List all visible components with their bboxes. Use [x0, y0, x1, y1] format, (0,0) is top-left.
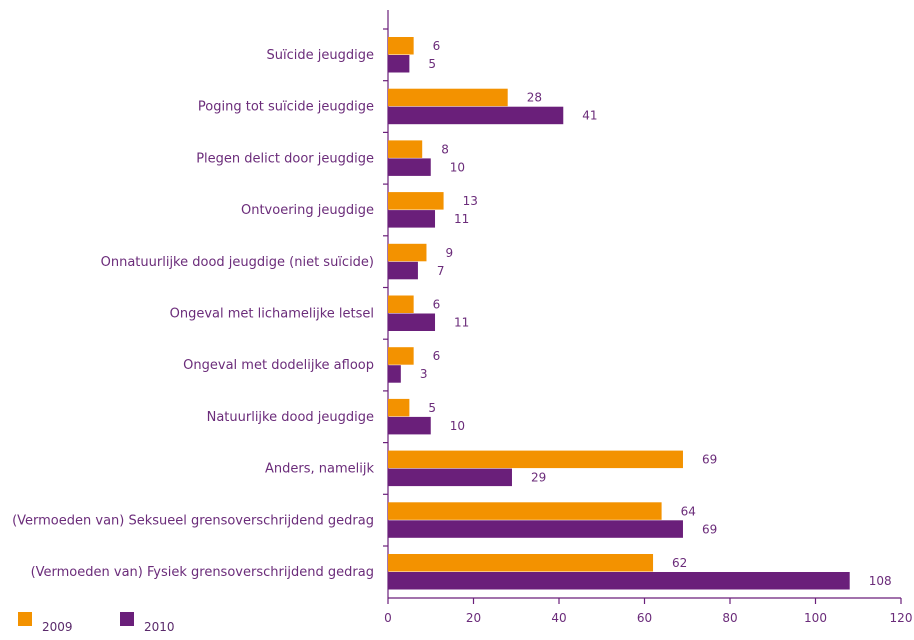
- bar-2009-9: [388, 502, 662, 520]
- value-label-2009-7: 5: [428, 401, 436, 415]
- category-label-2: Plegen delict door jeugdige: [196, 151, 374, 166]
- category-label-7: Natuurlijke dood jeugdige: [207, 410, 374, 425]
- bar-2009-10: [388, 554, 654, 572]
- bar-2010-2: [388, 158, 431, 176]
- x-tick-label-1: 20: [466, 611, 481, 625]
- value-label-2010-9: 69: [702, 522, 717, 536]
- x-tick-label-4: 80: [722, 611, 737, 625]
- bar-2009-3: [388, 192, 444, 210]
- value-label-2010-1: 41: [582, 109, 597, 123]
- value-label-2009-6: 6: [433, 349, 441, 363]
- category-label-1: Poging tot suïcide jeugdige: [198, 100, 374, 115]
- value-label-2009-5: 6: [433, 298, 441, 312]
- x-tick-label-6: 120: [890, 611, 913, 625]
- bar-2010-5: [388, 313, 436, 331]
- value-label-2010-7: 10: [450, 419, 465, 433]
- bar-2010-4: [388, 261, 418, 280]
- legend-swatch-2010: [120, 612, 134, 626]
- bar-2009-2: [388, 140, 423, 158]
- category-label-4: Onnatuurlijke dood jeugdige (niet suïcid…: [101, 255, 374, 270]
- x-tick-label-2: 40: [551, 611, 566, 625]
- value-label-2009-2: 8: [441, 142, 449, 156]
- value-label-2009-8: 69: [702, 453, 717, 467]
- bar-2010-9: [388, 520, 683, 538]
- value-label-2010-4: 7: [437, 264, 445, 278]
- category-label-10: (Vermoeden van) Fysiek grensoverschrijde…: [31, 565, 374, 580]
- category-label-9: (Vermoeden van) Seksueel grensoverschrij…: [12, 513, 374, 528]
- value-label-2009-9: 64: [681, 504, 696, 518]
- bar-2010-6: [388, 365, 401, 383]
- bar-2009-8: [388, 450, 683, 469]
- legend-label-2009: 2009: [42, 620, 73, 634]
- bar-2010-1: [388, 106, 564, 125]
- x-tick-label-3: 60: [637, 611, 652, 625]
- category-label-5: Ongeval met lichamelijke letsel: [170, 307, 374, 322]
- legend-label-2010: 2010: [144, 620, 175, 634]
- value-label-2009-3: 13: [463, 194, 478, 208]
- bar-2010-3: [388, 210, 436, 228]
- x-tick-label-0: 0: [384, 611, 392, 625]
- value-label-2010-3: 11: [454, 212, 469, 226]
- value-label-2010-10: 108: [869, 574, 892, 588]
- category-label-8: Anders, namelijk: [265, 462, 374, 477]
- category-label-3: Ontvoering jeugdige: [241, 203, 374, 218]
- value-label-2010-6: 3: [420, 367, 428, 381]
- bar-2009-4: [388, 243, 427, 262]
- value-label-2009-10: 62: [672, 556, 687, 570]
- value-label-2010-5: 11: [454, 316, 469, 330]
- category-label-6: Ongeval met dodelijke afloop: [183, 358, 374, 373]
- bar-2009-0: [388, 37, 414, 55]
- x-tick-label-5: 100: [804, 611, 827, 625]
- bar-2010-10: [388, 572, 850, 590]
- value-label-2010-0: 5: [428, 57, 436, 71]
- bar-2009-1: [388, 88, 508, 107]
- legend-swatch-2009: [18, 612, 32, 626]
- value-label-2010-2: 10: [450, 160, 465, 174]
- value-label-2009-4: 9: [445, 246, 453, 260]
- bar-2010-7: [388, 416, 431, 435]
- value-label-2010-8: 29: [531, 471, 546, 485]
- bar-2009-6: [388, 347, 414, 365]
- value-label-2009-1: 28: [527, 91, 542, 105]
- bar-2009-5: [388, 295, 414, 313]
- bar-2010-8: [388, 468, 512, 487]
- bar-2009-7: [388, 398, 410, 417]
- value-label-2009-0: 6: [433, 39, 441, 53]
- category-label-0: Suïcide jeugdige: [267, 48, 374, 63]
- bar-2010-0: [388, 55, 410, 73]
